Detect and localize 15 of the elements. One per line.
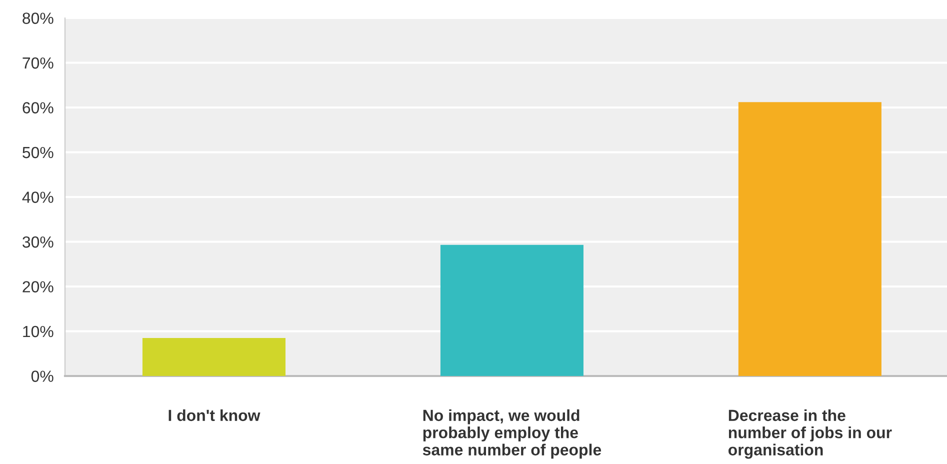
bar [440, 244, 584, 376]
y-tick-label: 60% [22, 102, 54, 114]
x-tick-label: No impact, we would probably employ the same number of people [422, 409, 602, 459]
x-tick-label: Decrease in the number of jobs in our organisation [728, 409, 892, 459]
y-tick-label: 10% [23, 326, 54, 338]
y-tick-label: 0% [31, 370, 54, 382]
bar [142, 338, 286, 376]
y-tick-label: 50% [22, 146, 54, 158]
bar [738, 102, 882, 376]
x-tick-label: I don't know [168, 409, 260, 422]
y-tick-label: 80% [22, 12, 54, 24]
y-tick-label: 40% [22, 192, 54, 203]
y-tick-label: 20% [22, 281, 54, 292]
y-tick-label: 30% [22, 236, 54, 248]
y-tick-label: 70% [22, 57, 54, 69]
